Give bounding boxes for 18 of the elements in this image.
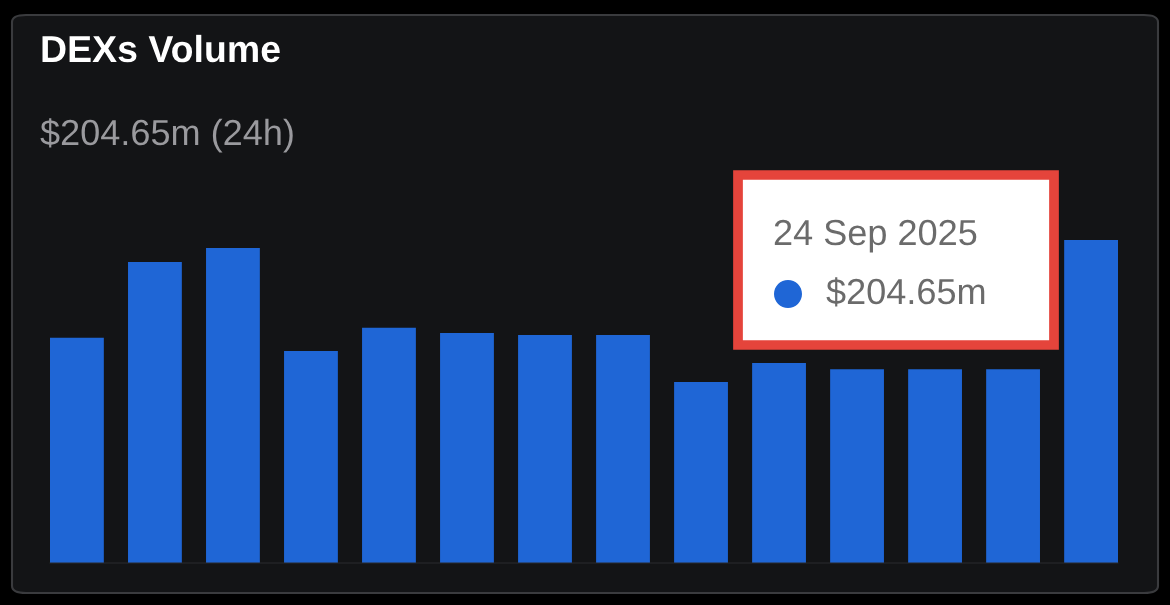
bar <box>674 382 728 563</box>
bar <box>986 369 1040 563</box>
bar <box>752 363 806 563</box>
chart-title: DEXs Volume <box>42 34 280 63</box>
bar <box>362 327 416 563</box>
bar <box>284 351 338 563</box>
bar <box>206 248 260 563</box>
bar <box>440 333 494 563</box>
bar <box>596 334 650 563</box>
bar <box>1064 240 1118 563</box>
bar <box>50 337 104 563</box>
bar <box>830 369 884 563</box>
annotation: $204.65m <box>826 277 985 307</box>
chart-subtitle: $204.65m (24h) <box>40 118 293 153</box>
bar <box>518 334 572 563</box>
annotation: 24 Sep 2025 <box>774 219 977 253</box>
bar <box>128 261 182 563</box>
bar <box>908 369 962 563</box>
